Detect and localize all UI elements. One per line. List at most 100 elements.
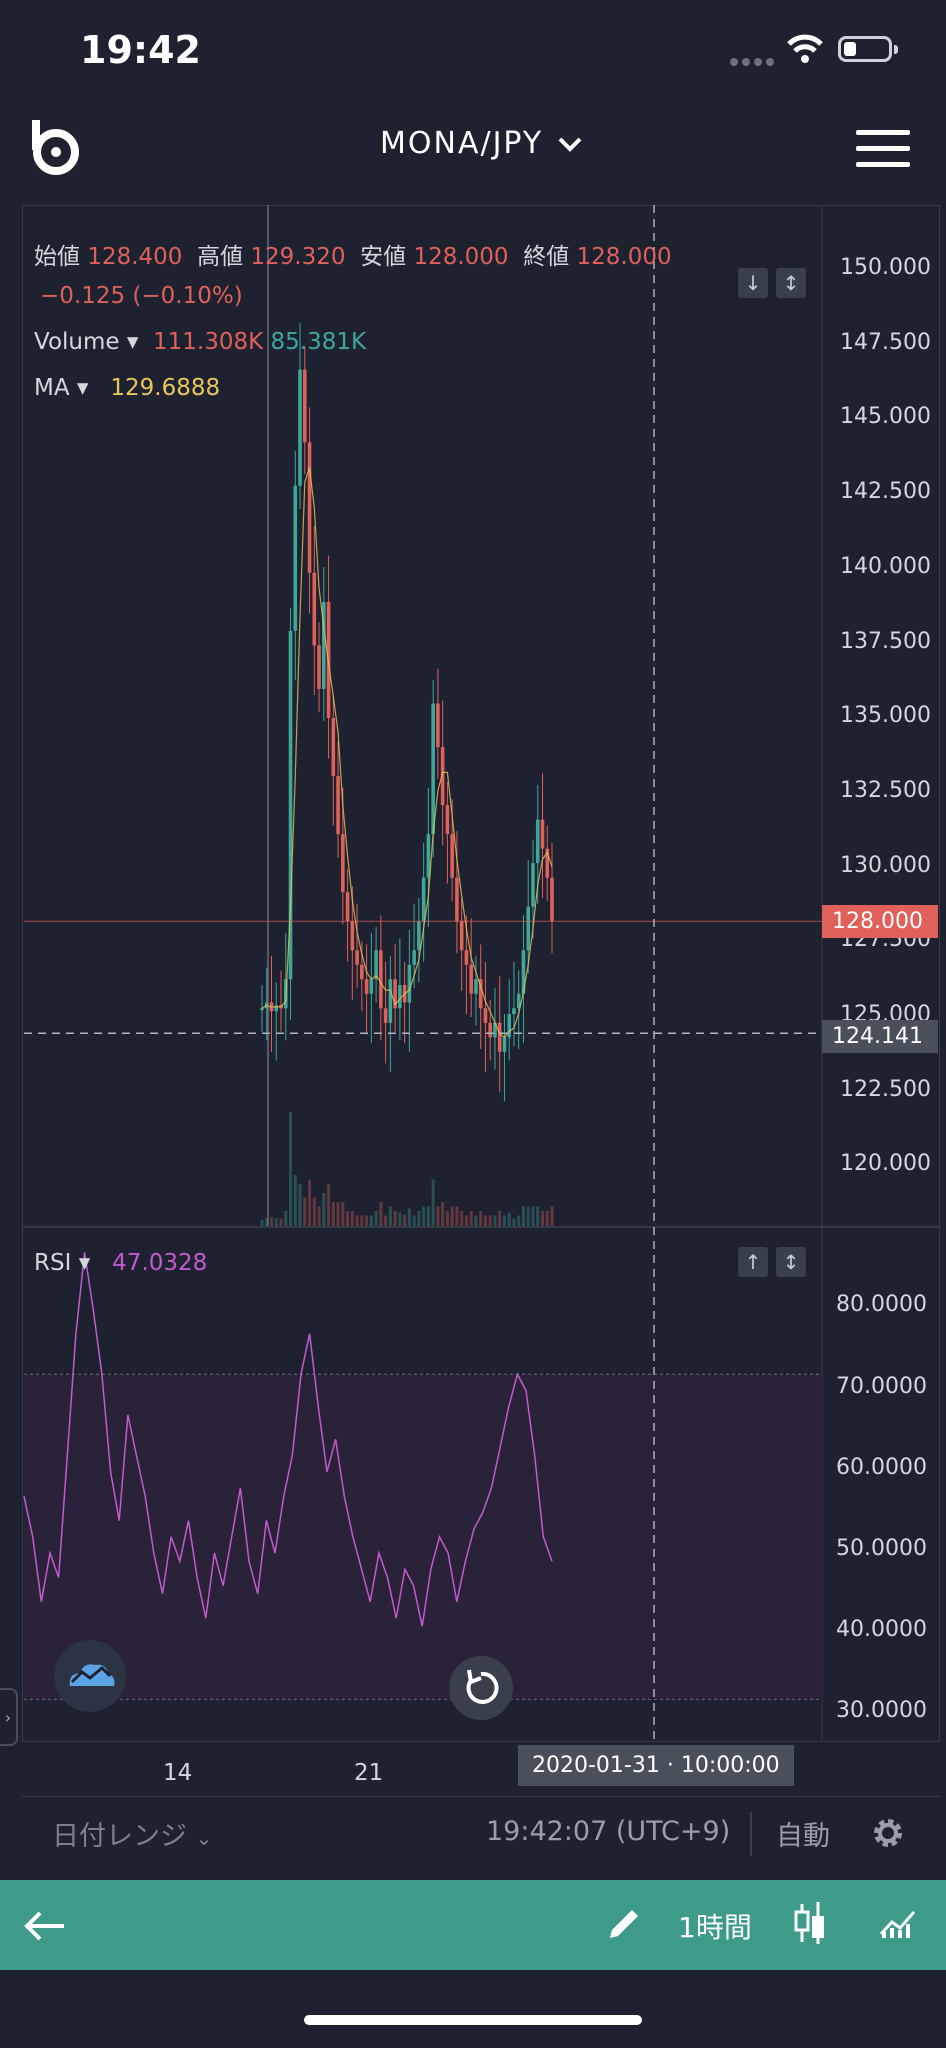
volume-bar bbox=[536, 1206, 540, 1226]
change-value: −0.125 (−0.10%) bbox=[40, 283, 243, 309]
back-arrow-icon[interactable] bbox=[22, 1908, 68, 1944]
crosshair-price-tag: 124.141 bbox=[822, 1020, 938, 1053]
reset-button[interactable] bbox=[449, 1656, 513, 1720]
volume-bar bbox=[346, 1211, 350, 1226]
volume-bar bbox=[312, 1197, 316, 1226]
chevron-down-icon: ▾ bbox=[78, 1250, 91, 1276]
volume-bar bbox=[498, 1211, 502, 1226]
price-tick: 120.000 bbox=[840, 1151, 931, 1176]
volume-bar bbox=[488, 1215, 492, 1226]
candle-body bbox=[474, 979, 478, 994]
volume-bar bbox=[483, 1215, 487, 1226]
volume-bar bbox=[417, 1211, 421, 1226]
candle-body bbox=[369, 979, 374, 994]
volume-bar bbox=[322, 1193, 326, 1226]
gear-icon[interactable] bbox=[870, 1815, 906, 1851]
pencil-icon[interactable] bbox=[604, 1904, 644, 1944]
volume-bar bbox=[526, 1206, 530, 1226]
volume-bar bbox=[460, 1211, 464, 1226]
price-tick: 150.000 bbox=[840, 255, 931, 280]
candle-body bbox=[417, 921, 421, 951]
chart-canvas[interactable] bbox=[0, 0, 946, 1800]
volume-bar bbox=[388, 1206, 392, 1226]
price-tick: 142.500 bbox=[840, 479, 931, 504]
candle-body bbox=[516, 993, 521, 1009]
volume-bar bbox=[455, 1206, 459, 1226]
arrow-up-icon[interactable]: ↑ bbox=[738, 1247, 768, 1277]
volume-bar bbox=[365, 1215, 369, 1226]
candle-body bbox=[436, 703, 440, 748]
candle-body bbox=[307, 442, 312, 573]
clock-label[interactable]: 19:42:07 (UTC+9) bbox=[486, 1816, 731, 1847]
volume-bar bbox=[507, 1212, 511, 1226]
rsi-value: 47.0328 bbox=[112, 1250, 208, 1276]
wifi-icon bbox=[787, 34, 823, 63]
crosshair-time-tag: 2020-01-31 · 10:00:00 bbox=[518, 1745, 794, 1786]
rsi-legend[interactable]: RSI ▾ 47.0328 bbox=[34, 1250, 207, 1276]
candle-body bbox=[550, 877, 554, 922]
volume-bar bbox=[298, 1184, 302, 1226]
candle-body bbox=[493, 1022, 497, 1038]
candle-body bbox=[331, 718, 336, 777]
candle-body bbox=[426, 834, 431, 878]
expand-icon[interactable]: ↕ bbox=[776, 268, 806, 298]
candle-body bbox=[526, 906, 531, 951]
cloud-chart-button[interactable] bbox=[54, 1640, 126, 1712]
battery-icon bbox=[838, 36, 898, 62]
volume-bar bbox=[308, 1179, 312, 1226]
candle-body bbox=[445, 805, 450, 835]
volume-bar bbox=[412, 1215, 416, 1226]
ma-value: 129.6888 bbox=[110, 375, 221, 401]
candle-body bbox=[507, 1014, 512, 1038]
candle-body bbox=[464, 950, 469, 965]
menu-icon[interactable] bbox=[856, 130, 910, 168]
candle-body bbox=[535, 819, 540, 864]
volume-down-value: 85.381K bbox=[270, 329, 367, 355]
date-range-selector[interactable]: 日付レンジ ⌄ bbox=[52, 1814, 212, 1853]
interval-selector[interactable]: 1時間 bbox=[678, 1911, 752, 1944]
candle-body bbox=[407, 964, 412, 1003]
logo-icon[interactable] bbox=[30, 118, 82, 178]
chart-area[interactable] bbox=[22, 205, 940, 1742]
ohlc-legend: 始値 128.400 高値 129.320 安値 128.000 終値 128.… bbox=[34, 237, 672, 271]
chevron-down-icon: ▾ bbox=[126, 329, 139, 355]
price-tick: 137.500 bbox=[840, 629, 931, 654]
price-tick: 130.000 bbox=[840, 853, 931, 878]
volume-bar bbox=[265, 1218, 269, 1226]
arrow-down-icon[interactable]: ↓ bbox=[738, 268, 768, 298]
volume-up-value: 111.308K bbox=[153, 329, 264, 355]
candle-body bbox=[393, 979, 397, 1009]
ma-legend[interactable]: MA ▾ 129.6888 bbox=[34, 375, 220, 401]
rsi-band bbox=[24, 1374, 822, 1700]
rsi-tick: 80.0000 bbox=[836, 1292, 927, 1317]
candle-body bbox=[260, 1008, 264, 1011]
expand-icon[interactable]: ↕ bbox=[776, 1247, 806, 1277]
volume-bar bbox=[540, 1211, 544, 1226]
candle-body bbox=[512, 1008, 516, 1015]
candle-body bbox=[450, 834, 454, 878]
volume-bar bbox=[379, 1202, 383, 1226]
pair-selector[interactable]: MONA/JPY bbox=[380, 126, 583, 161]
candlestick-icon[interactable] bbox=[792, 1900, 828, 1946]
volume-bar bbox=[441, 1202, 445, 1226]
candle-body bbox=[288, 630, 293, 980]
high-value: 129.320 bbox=[250, 244, 346, 270]
indicator-icon[interactable] bbox=[878, 1904, 918, 1940]
close-value: 128.000 bbox=[576, 244, 672, 270]
candle-body bbox=[364, 979, 369, 994]
rsi-tick: 40.0000 bbox=[836, 1617, 927, 1642]
date-tick: 21 bbox=[354, 1760, 384, 1786]
volume-bar bbox=[431, 1179, 435, 1226]
volume-bar bbox=[493, 1215, 497, 1226]
high-label: 高値 bbox=[197, 244, 244, 270]
chevron-down-icon: ⌄ bbox=[195, 1826, 213, 1850]
status-time: 19:42 bbox=[80, 28, 201, 72]
candle-body bbox=[412, 950, 416, 965]
volume-bar bbox=[274, 1218, 278, 1226]
volume-bar bbox=[384, 1215, 388, 1226]
candle-body bbox=[383, 1008, 388, 1023]
volume-legend[interactable]: Volume ▾ 111.308K 85.381K bbox=[34, 329, 366, 355]
auto-scale-button[interactable]: 自動 bbox=[776, 1821, 830, 1852]
side-panel-handle[interactable]: › bbox=[0, 1688, 18, 1746]
volume-bar bbox=[289, 1112, 293, 1226]
